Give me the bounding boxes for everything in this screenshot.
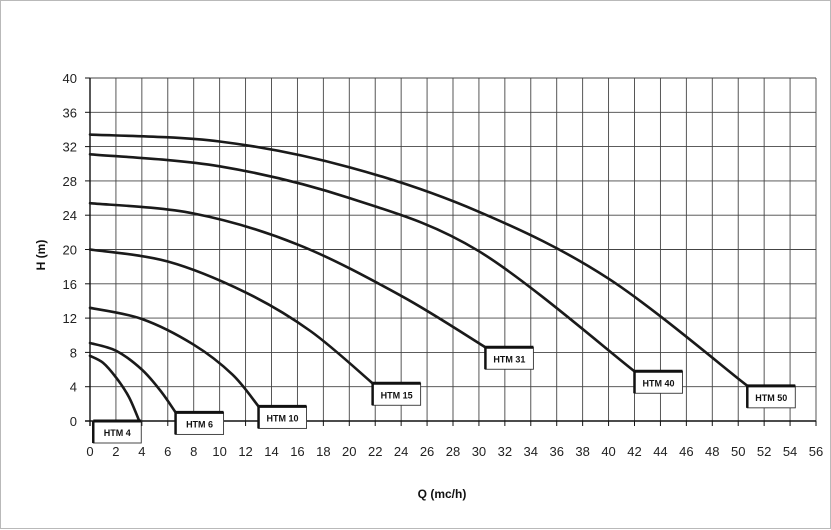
x-tick-label: 40 xyxy=(601,444,615,459)
x-tick-labels: 0 2 4 6 8 10 12 14 16 18 20 22 24 26 28 30 32 34 36 38 40 42 4… xyxy=(86,444,823,459)
y-tick-label: 32 xyxy=(63,140,77,155)
curve-label-text: HTM 4 xyxy=(104,428,131,438)
y-axis-title: H (m) xyxy=(34,240,48,271)
y-tick-label: 12 xyxy=(63,311,77,326)
curve-label-text: HTM 50 xyxy=(755,393,787,403)
x-tick-label: 2 xyxy=(112,444,119,459)
x-axis-title: Q (mc/h) xyxy=(418,487,467,501)
x-tick-label: 34 xyxy=(524,444,538,459)
y-tick-label: 0 xyxy=(70,414,77,429)
curve-htm-15 xyxy=(88,248,374,385)
x-tick-label: 12 xyxy=(238,444,252,459)
curve-label-text: HTM 15 xyxy=(381,390,413,400)
x-tick-label: 52 xyxy=(757,444,771,459)
curve-label-text: HTM 6 xyxy=(186,419,213,429)
y-tick-label: 16 xyxy=(63,277,77,292)
curve-htm-4 xyxy=(88,354,141,423)
curve-labels: HTM 4 HTM 6 HTM 10 HTM 15 HTM 31 HTM 40 HTM 50 xyxy=(92,345,796,444)
x-tick-label: 56 xyxy=(809,444,823,459)
x-tick-label: 8 xyxy=(190,444,197,459)
x-tick-label: 14 xyxy=(264,444,278,459)
x-tick-label: 30 xyxy=(472,444,486,459)
x-tick-label: 46 xyxy=(679,444,693,459)
x-tick-label: 6 xyxy=(164,444,171,459)
curve-label-text: HTM 31 xyxy=(493,354,525,364)
curve-label-text: HTM 40 xyxy=(642,378,674,388)
y-tick-label: 28 xyxy=(63,174,77,189)
y-tick-label: 36 xyxy=(63,105,77,120)
x-tick-label: 32 xyxy=(498,444,512,459)
x-tick-label: 26 xyxy=(420,444,434,459)
curve-htm-50 xyxy=(88,133,749,388)
x-tick-label: 0 xyxy=(86,444,93,459)
x-tick-label: 50 xyxy=(731,444,745,459)
curve-htm-40 xyxy=(88,153,636,373)
x-tick-label: 20 xyxy=(342,444,356,459)
curve-htm-10 xyxy=(88,306,260,408)
curve-label-text: HTM 10 xyxy=(267,413,299,423)
curves xyxy=(88,133,749,423)
curve-htm-31 xyxy=(88,201,487,349)
x-tick-label: 4 xyxy=(138,444,145,459)
x-tick-label: 18 xyxy=(316,444,330,459)
x-tick-label: 16 xyxy=(290,444,304,459)
y-tick-label: 20 xyxy=(63,243,77,258)
y-tick-label: 4 xyxy=(70,380,77,395)
y-tick-labels: 0 4 8 12 16 20 24 28 32 36 40 xyxy=(63,71,77,429)
x-tick-label: 10 xyxy=(212,444,226,459)
y-tick-label: 24 xyxy=(63,208,77,223)
y-tick-label: 40 xyxy=(63,71,77,86)
grid xyxy=(85,77,817,426)
x-tick-label: 48 xyxy=(705,444,719,459)
x-tick-label: 38 xyxy=(575,444,589,459)
x-tick-label: 44 xyxy=(653,444,667,459)
x-tick-label: 42 xyxy=(627,444,641,459)
x-tick-label: 24 xyxy=(394,444,408,459)
curve-htm-6 xyxy=(88,341,177,414)
y-tick-label: 8 xyxy=(70,345,77,360)
x-tick-label: 54 xyxy=(783,444,797,459)
x-tick-label: 36 xyxy=(549,444,563,459)
x-tick-label: 22 xyxy=(368,444,382,459)
x-tick-label: 28 xyxy=(446,444,460,459)
